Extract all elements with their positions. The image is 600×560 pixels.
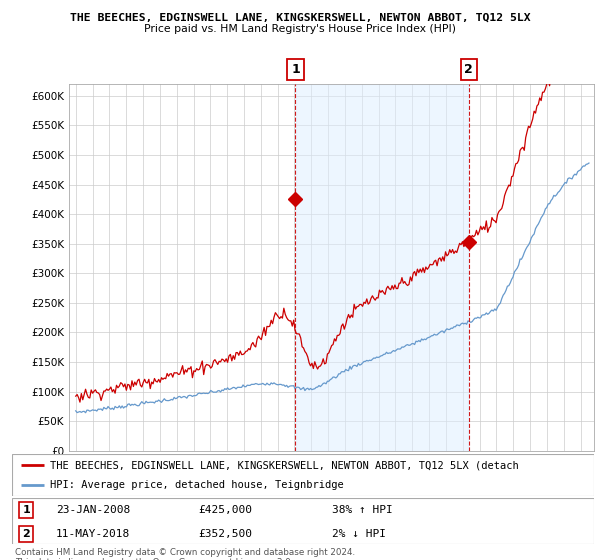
Text: 2% ↓ HPI: 2% ↓ HPI — [332, 529, 386, 539]
Text: 23-JAN-2008: 23-JAN-2008 — [56, 505, 130, 515]
Text: Contains HM Land Registry data © Crown copyright and database right 2024.
This d: Contains HM Land Registry data © Crown c… — [15, 548, 355, 560]
Text: £425,000: £425,000 — [198, 505, 252, 515]
Text: 11-MAY-2018: 11-MAY-2018 — [56, 529, 130, 539]
FancyBboxPatch shape — [12, 498, 594, 544]
Text: 2: 2 — [22, 529, 30, 539]
Text: 1: 1 — [22, 505, 30, 515]
Text: 1: 1 — [291, 63, 300, 76]
Text: 38% ↑ HPI: 38% ↑ HPI — [332, 505, 393, 515]
Text: THE BEECHES, EDGINSWELL LANE, KINGSKERSWELL, NEWTON ABBOT, TQ12 5LX: THE BEECHES, EDGINSWELL LANE, KINGSKERSW… — [70, 12, 530, 22]
Text: 2: 2 — [464, 63, 473, 76]
FancyBboxPatch shape — [12, 454, 594, 496]
Text: HPI: Average price, detached house, Teignbridge: HPI: Average price, detached house, Teig… — [50, 480, 344, 490]
Text: THE BEECHES, EDGINSWELL LANE, KINGSKERSWELL, NEWTON ABBOT, TQ12 5LX (detach: THE BEECHES, EDGINSWELL LANE, KINGSKERSW… — [50, 460, 518, 470]
Text: £352,500: £352,500 — [198, 529, 252, 539]
Text: Price paid vs. HM Land Registry's House Price Index (HPI): Price paid vs. HM Land Registry's House … — [144, 24, 456, 34]
